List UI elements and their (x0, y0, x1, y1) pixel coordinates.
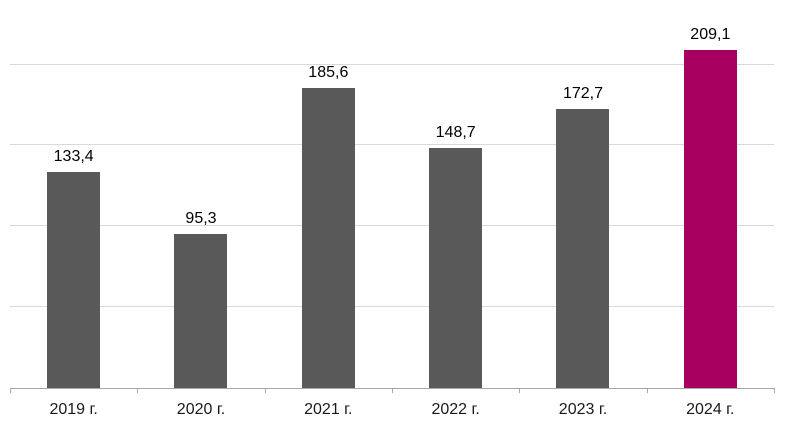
gridline (10, 144, 774, 145)
bar-cell: 209,1 (647, 25, 774, 388)
gridline (10, 306, 774, 307)
x-axis-label: 2023 г. (558, 401, 608, 418)
axis-tick (392, 388, 393, 393)
bar-value-label: 209,1 (690, 25, 731, 43)
bar (429, 147, 483, 388)
bar-value-label: 95,3 (185, 209, 217, 227)
x-axis-label: 2022 г. (431, 401, 480, 418)
x-axis-label: 2024 г. (686, 401, 735, 418)
bar-value-label: 185,6 (308, 63, 349, 81)
x-axis-label: 2021 г. (304, 401, 353, 418)
axis-tick (774, 388, 775, 393)
bar-cell: 95,3 (137, 209, 264, 388)
bar-value-label: 148,7 (435, 123, 476, 141)
bar-value-label: 133,4 (53, 148, 94, 166)
x-axis-label: 2019 г. (49, 401, 98, 418)
bar-cell: 133,4 (10, 147, 137, 388)
bar-value-label: 172,7 (562, 84, 604, 102)
bar-cell: 172,7 (519, 84, 646, 388)
plot-area: 133,4 95,3 185,6 148,7 172,7 209,1 (10, 0, 774, 388)
bar (47, 172, 101, 388)
gridline (10, 64, 774, 65)
bar (174, 233, 228, 388)
gridline (10, 225, 774, 226)
bar-cell: 148,7 (392, 123, 519, 388)
axis-tick (265, 388, 266, 393)
bar-cell: 185,6 (265, 63, 392, 388)
bar (556, 108, 610, 388)
axis-tick (137, 388, 138, 393)
axis-tick (10, 388, 11, 393)
axis-tick (647, 388, 648, 393)
bar (683, 49, 737, 388)
axis-tick (519, 388, 520, 393)
bar (301, 87, 355, 388)
x-axis-label: 2020 г. (176, 401, 226, 418)
